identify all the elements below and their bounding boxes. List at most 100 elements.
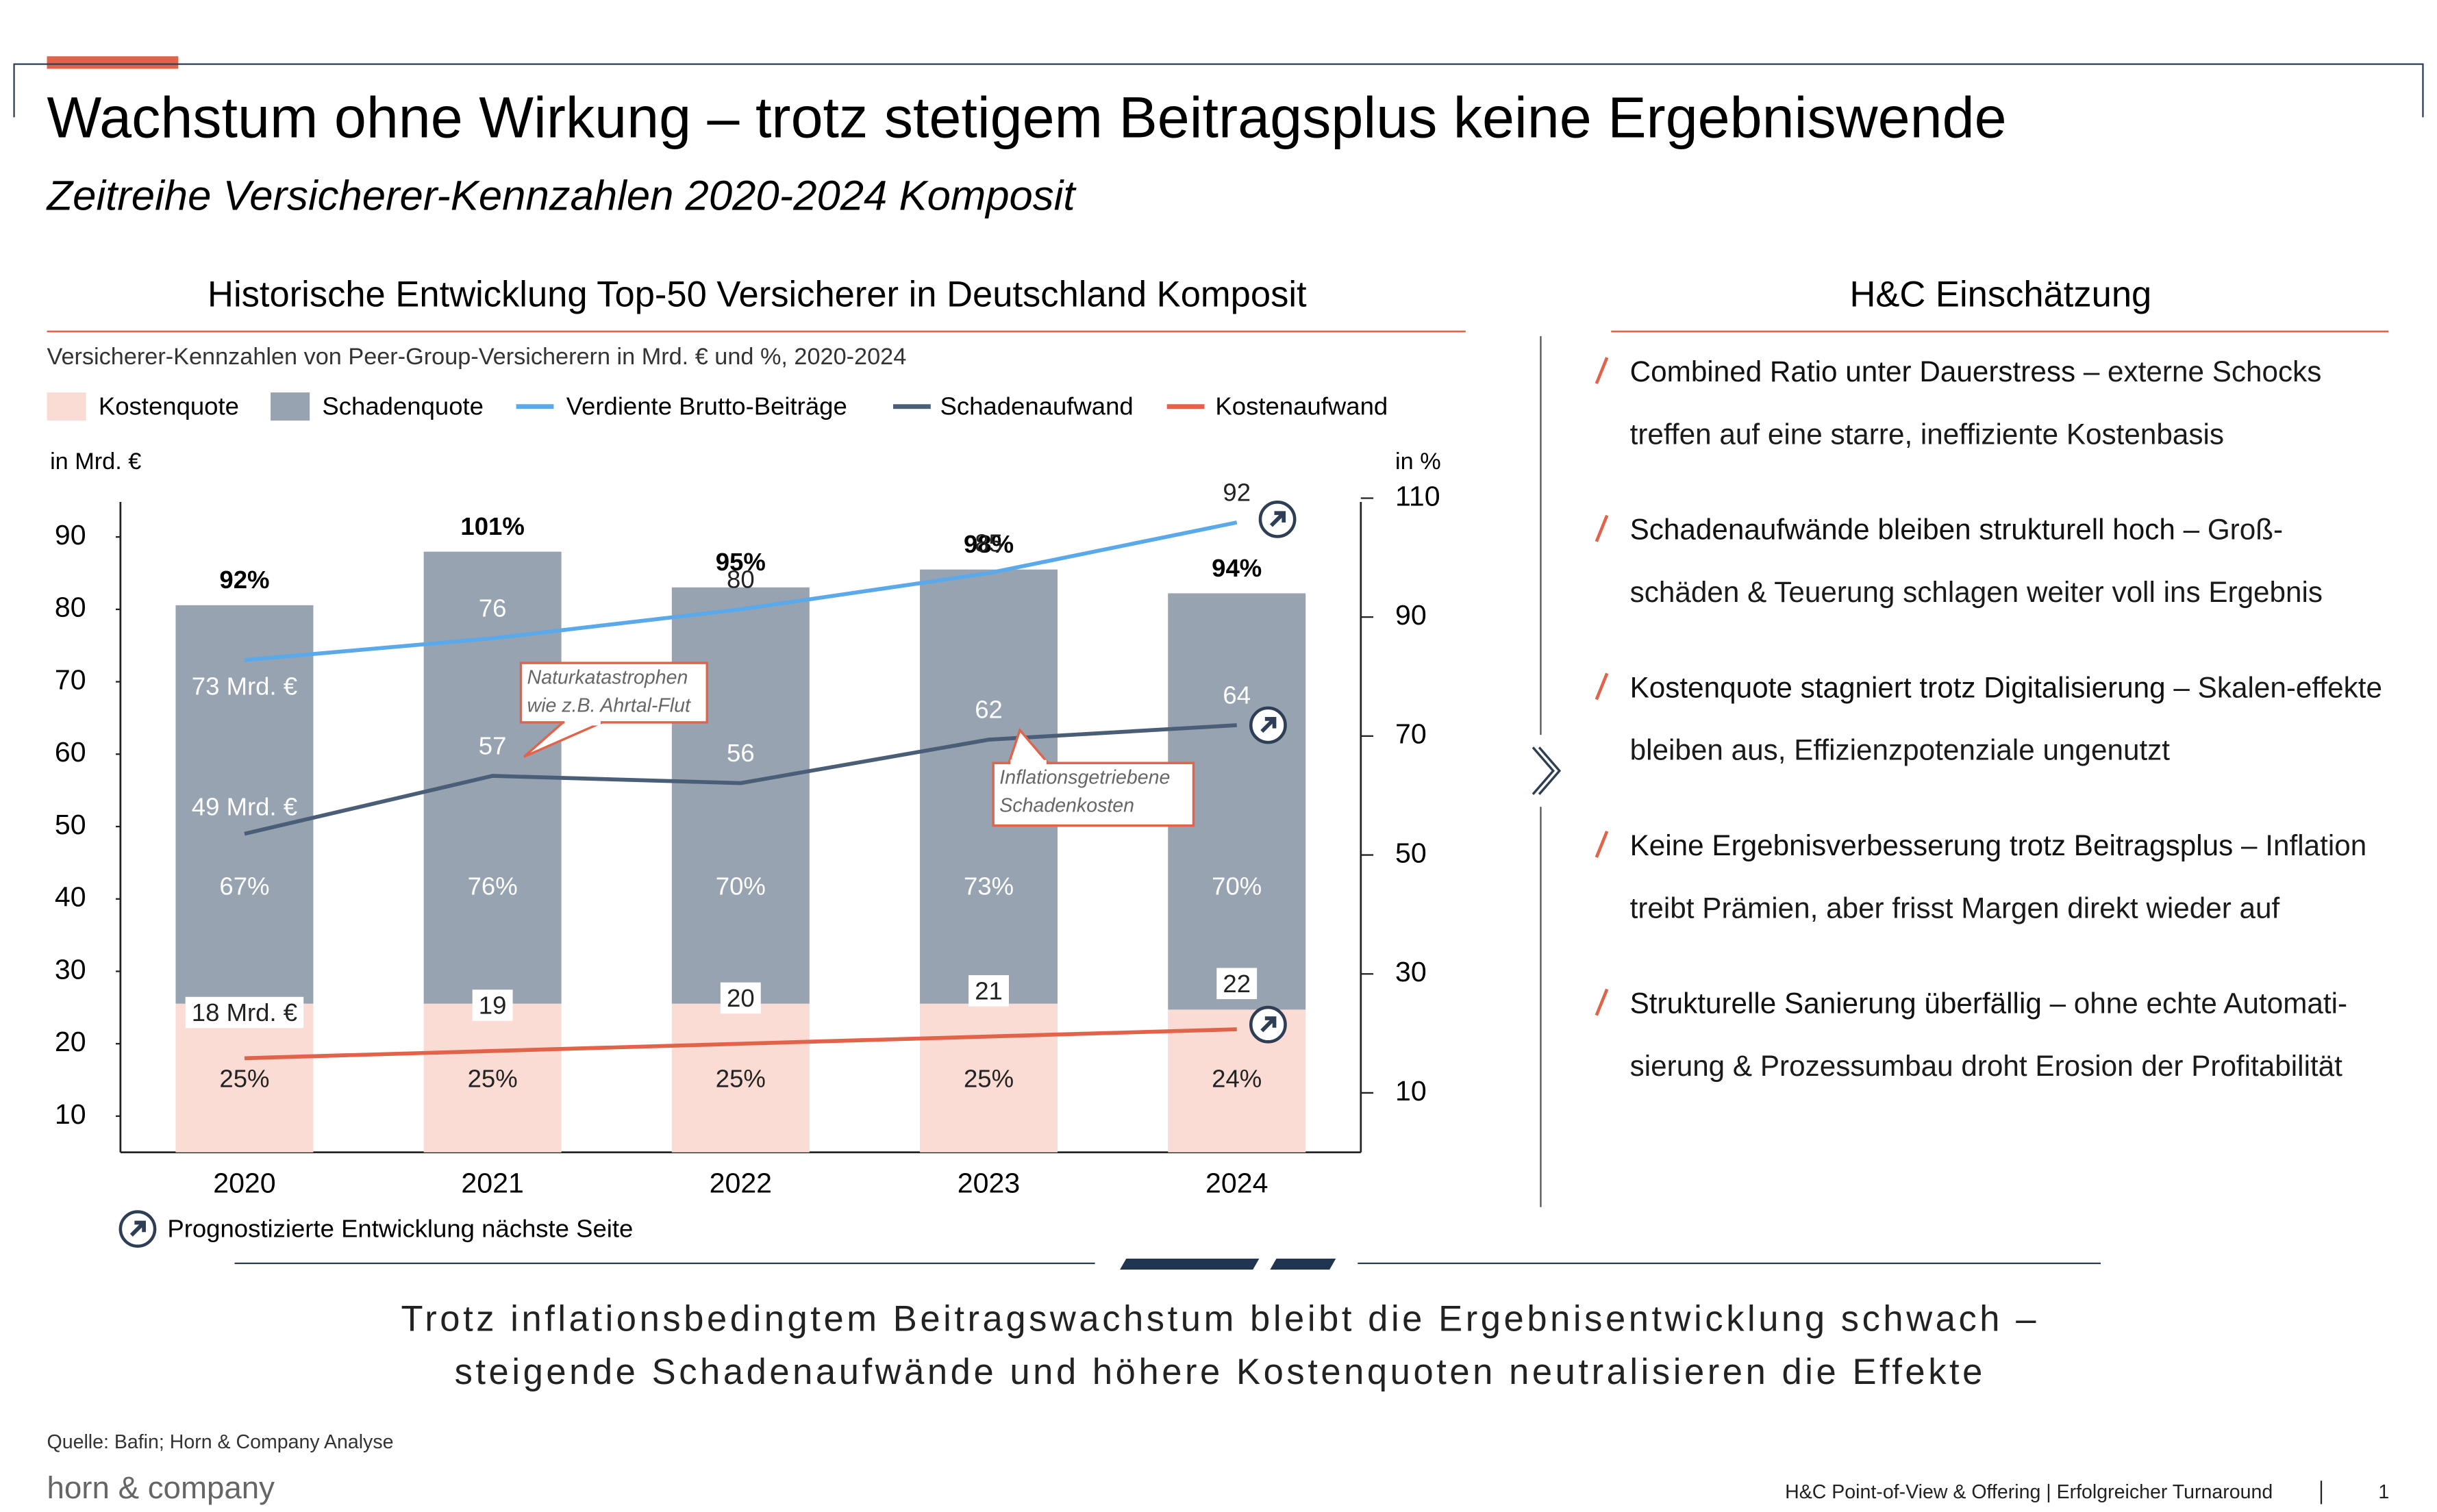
line [244,520,1238,662]
y-tick-label: 30 [55,953,86,985]
bar-label: 70% [1212,872,1262,900]
chart-subtitle: Versicherer-Kennzahlen von Peer-Group-Ve… [47,344,907,370]
bar-label: 24% [1212,1064,1262,1092]
y2-tick-label: 30 [1395,956,1427,987]
label-box [720,982,761,1014]
item-heading: Schadenaufwände bleiben strukturell hoch [1629,512,2175,546]
line-label: 18 Mrd. € [192,998,297,1026]
callout-joint [564,719,601,726]
y-axis-label: in Mrd. € [50,449,141,475]
y-tick-label: 70 [55,664,86,695]
label-box [472,990,513,1021]
y2-tick-label: 70 [1395,718,1427,750]
legend-swatch [271,392,310,421]
y2-axis-label: in % [1395,449,1441,475]
y2-tick-label: 50 [1395,837,1427,868]
legend-label: Schadenquote [322,392,484,420]
y-tick-label: 40 [55,881,86,913]
total-label: 101% [460,512,524,540]
bar-label: 70% [716,872,766,900]
item-heading: Kostenquote stagniert trotz Digitalisier… [1629,670,2166,704]
item-heading: Strukturelle Sanierung überfällig [1629,986,2042,1020]
bar-label: 25% [468,1064,518,1092]
callout-text: wie z.B. Ahrtal-Flut [527,695,691,717]
page-number: 1 [2378,1481,2389,1503]
bar-label: 25% [964,1064,1014,1092]
forecast-note: Prognostizierte Entwicklung nächste Seit… [167,1215,633,1243]
callout-box [519,662,708,724]
callout-text: Naturkatastrophen [527,667,688,689]
assessment-item: Kostenquote stagniert trotz Digitalisier… [1595,657,2389,782]
line [244,723,1237,836]
bar-segment [920,1003,1058,1152]
assessment-item: Keine Ergebnisverbesserung trotz Beitrag… [1595,815,2389,940]
line-label: 62 [975,696,1003,724]
callout-text: Schadenkosten [999,795,1134,817]
y2-tick-label: 110 [1395,480,1440,512]
line-label: 49 Mrd. € [192,793,297,821]
line-label: 92 [1223,479,1251,507]
bar-segment [671,587,810,1004]
line-label: 73 Mrd. € [192,672,297,701]
y-tick-label: 50 [55,809,86,840]
y2-tick-label: 90 [1395,599,1427,631]
forecast-arrow [1269,511,1286,527]
assessment-item: Strukturelle Sanierung überfällig – ohne… [1595,972,2389,1098]
total-label: 92% [219,566,269,594]
forecast-arrow [1260,1016,1277,1033]
assessment-item: Combined Ratio unter Dauerstress – exter… [1595,341,2389,466]
legend-label: Kostenquote [99,392,239,420]
bar-label: 25% [716,1064,766,1092]
bar-label: 73% [964,872,1014,900]
bar-segment [671,1003,810,1152]
item-text: – Skalen-effekte bleiben aus, Effizienzp… [1629,670,2382,766]
line-label: 57 [479,732,507,760]
bar-label: 67% [219,872,269,900]
legend-swatch [47,392,86,421]
source: Quelle: Bafin; Horn & Company Analyse [47,1431,394,1453]
x-tick-label: 2020 [213,1168,275,1199]
bar-segment [175,605,314,1004]
callout-text: Inflationsgetriebene [999,767,1170,789]
line-label: 64 [1223,681,1251,709]
y-tick-label: 60 [55,736,86,768]
bar-segment [423,1003,562,1152]
bar-label: 25% [219,1064,269,1092]
forecast-arrow [129,1220,146,1237]
slide-subtitle: Zeitreihe Versicherer-Kennzahlen 2020-20… [46,172,1077,219]
line-label: 76 [479,594,507,622]
bar-segment [175,1003,314,1152]
label-box [968,975,1009,1007]
item-heading: Combined Ratio unter Dauerstress [1629,355,2076,388]
accent-bar [47,56,179,69]
x-tick-label: 2022 [710,1168,772,1199]
total-label: 98% [964,530,1014,558]
legend-label: Schadenaufwand [940,392,1134,420]
item-text: – ohne echte Automati-sierung & Prozessu… [1629,986,2348,1083]
line-label: 80 [727,565,755,593]
line-label: 56 [727,739,755,767]
y-tick-label: 90 [55,519,86,551]
x-tick-label: 2023 [958,1168,1020,1199]
slide-title: Wachstum ohne Wirkung – trotz stetigem B… [47,85,2007,149]
item-text: – Inflation treibt Prämien, aber frisst … [1629,829,2367,924]
conclusion: steigende Schadenaufwände und höhere Kos… [455,1352,1986,1392]
divider-gap [1525,735,1557,807]
conclusion: Trotz inflationsbedingtem Beitragswachst… [401,1298,2039,1339]
separator-marks [1120,1259,1336,1270]
chart-title: Historische Entwicklung Top-50 Versicher… [208,275,1307,315]
panel-title: H&C Einschätzung [1849,275,2151,315]
line-label: 19 [479,992,507,1020]
y2-tick-label: 10 [1395,1075,1427,1107]
line-label: 22 [1223,970,1251,998]
assessment-item: Schadenaufwände bleiben strukturell hoch… [1595,499,2389,624]
y-tick-label: 80 [55,592,86,623]
item-text: – externe Schocks treffen auf eine starr… [1629,355,2322,451]
item-heading: Keine Ergebnisverbesserung trotz Beitrag… [1629,829,2234,862]
x-tick-label: 2021 [461,1168,523,1199]
total-label: 94% [1212,554,1262,582]
forecast-arrow [1260,717,1277,733]
total-label: 95% [716,548,766,576]
